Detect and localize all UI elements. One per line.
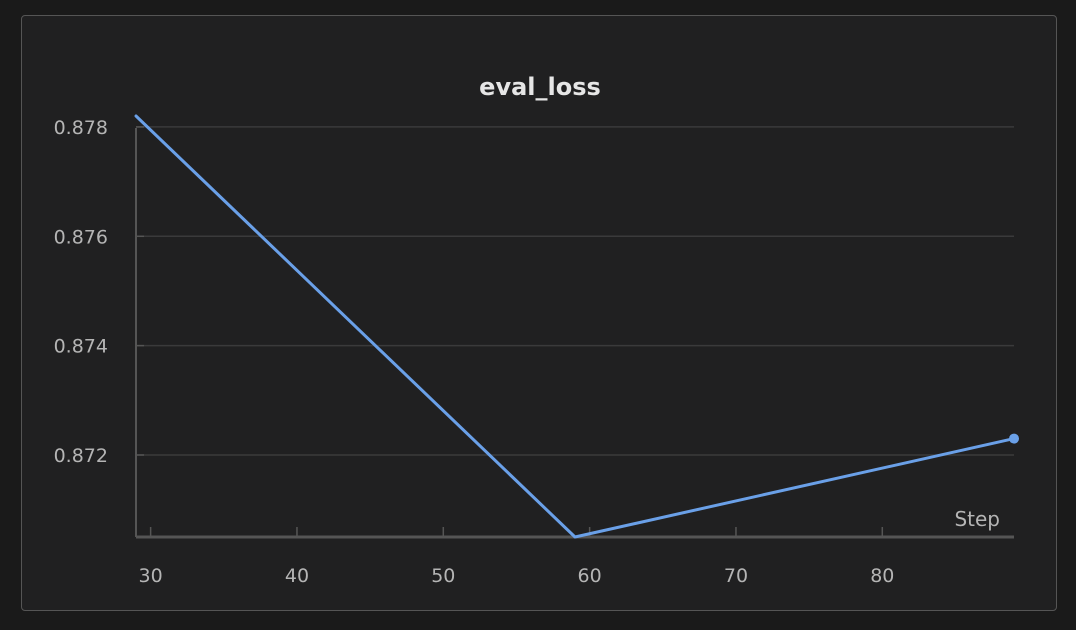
chart-panel [21, 15, 1057, 611]
x-tick-label: 70 [724, 565, 748, 587]
x-axis-label: Step [954, 507, 1000, 531]
x-tick-label: 50 [431, 565, 455, 587]
x-tick-label: 60 [578, 565, 602, 587]
y-tick-label: 0.872 [54, 445, 108, 467]
chart-title: eval_loss [479, 73, 601, 101]
series-end-point[interactable] [1009, 433, 1019, 444]
x-tick-label: 80 [870, 565, 894, 587]
grid-lines [136, 126, 1014, 456]
y-axis: 0.872 0.874 0.876 0.878 [54, 117, 144, 537]
y-tick-label: 0.876 [54, 226, 108, 248]
x-tick-label: 40 [285, 565, 309, 587]
series-line [134, 114, 1016, 539]
y-tick-label: 0.874 [54, 336, 108, 358]
x-tick-label: 30 [139, 565, 163, 587]
series-group [134, 114, 1019, 539]
y-tick-label: 0.878 [54, 117, 108, 139]
